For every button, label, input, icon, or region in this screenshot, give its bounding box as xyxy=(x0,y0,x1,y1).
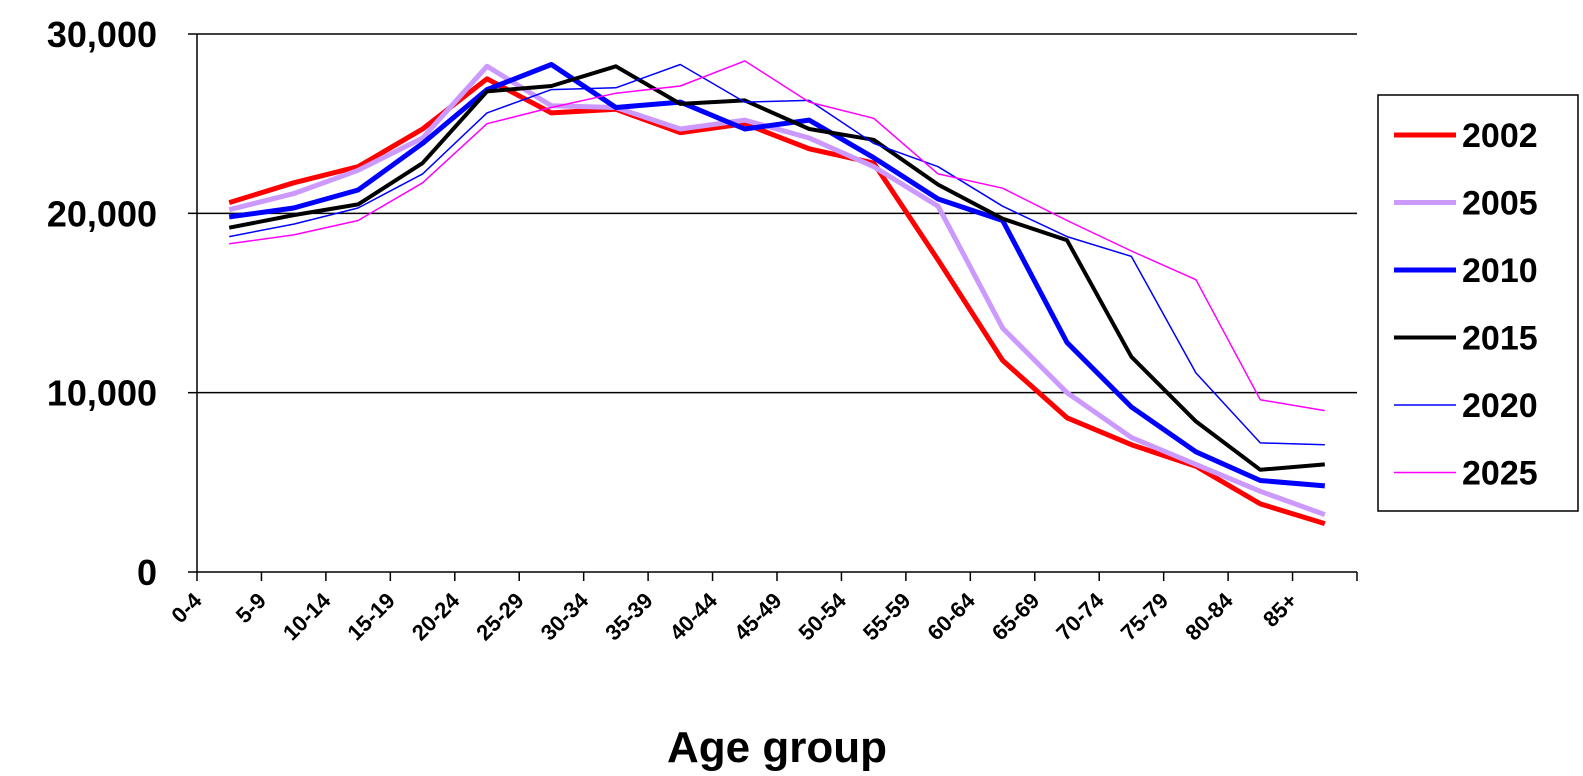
series-line-2020 xyxy=(229,63,1325,446)
legend-label-2005: 2005 xyxy=(1462,185,1538,223)
series-line-2005 xyxy=(228,63,1326,517)
axes xyxy=(188,33,1358,581)
x-tick-label: 20-24 xyxy=(407,587,465,645)
y-tick-label: 10,000 xyxy=(47,373,157,414)
x-tick-label: 30-34 xyxy=(536,587,594,645)
x-tick-label: 55-59 xyxy=(858,588,915,645)
x-tick-label: 60-64 xyxy=(922,587,980,645)
x-tick-label: 80-84 xyxy=(1180,587,1238,645)
x-tick-label: 5-9 xyxy=(231,588,271,628)
legend-box xyxy=(1377,94,1579,512)
x-tick-label: 10-14 xyxy=(278,587,336,645)
series-line-2002 xyxy=(228,76,1326,526)
x-tick-label: 35-39 xyxy=(600,588,657,645)
x-tick-label: 85+ xyxy=(1258,588,1302,632)
x-axis-title: Age group xyxy=(667,723,887,772)
x-tick-labels: 0-4 5-9 10-14 15-19 20-24 25-29 30-34 35-39 40-4… xyxy=(166,587,1302,645)
series-line-2010 xyxy=(228,62,1326,489)
y-tick-label: 0 xyxy=(137,552,157,593)
x-tick-label: 70-74 xyxy=(1051,587,1109,645)
series-line-2015 xyxy=(228,64,1325,472)
series-line-2025 xyxy=(229,60,1325,412)
gridlines xyxy=(197,33,1357,394)
legend-label-2020: 2020 xyxy=(1462,387,1538,425)
y-tick-labels: 0 10,000 20,000 30,000 xyxy=(47,14,157,593)
x-tick-label: 75-79 xyxy=(1116,588,1173,645)
x-tick-label: 15-19 xyxy=(342,588,399,645)
y-tick-label: 30,000 xyxy=(47,14,157,55)
x-tick-label: 50-54 xyxy=(794,587,852,645)
x-tick-label: 45-49 xyxy=(729,588,786,645)
y-tick-label: 20,000 xyxy=(47,193,157,234)
legend-label-2002: 2002 xyxy=(1462,117,1538,155)
x-tick-label: 65-69 xyxy=(987,588,1044,645)
x-tick-label: 40-44 xyxy=(665,587,723,645)
x-tick-label: 25-29 xyxy=(471,588,528,645)
legend-label-2010: 2010 xyxy=(1462,252,1538,290)
series-lines xyxy=(228,60,1326,526)
legend-label-2015: 2015 xyxy=(1462,320,1538,358)
legend-label-2025: 2025 xyxy=(1462,455,1538,493)
x-tick-label: 0-4 xyxy=(166,587,207,628)
legend: 2002 2005 2010 2015 2020 2025 xyxy=(1377,94,1579,512)
